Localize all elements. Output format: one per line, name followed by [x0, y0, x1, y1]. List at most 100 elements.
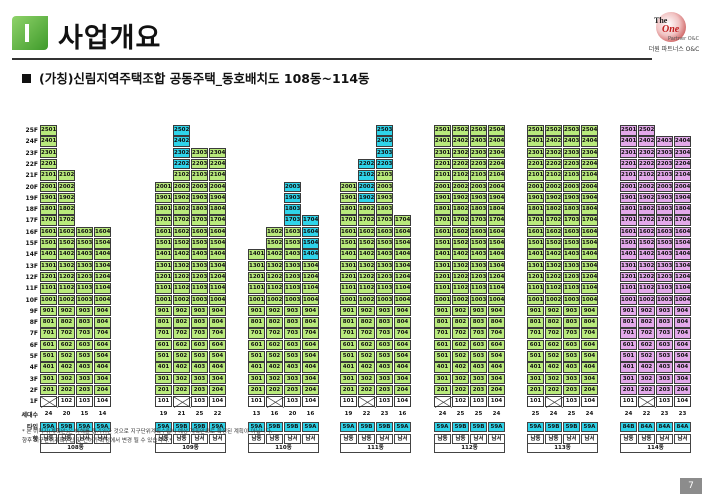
- unit-cell: 1604: [488, 226, 505, 238]
- unit-cell: 603: [563, 339, 580, 351]
- unit-cell: 1602: [545, 226, 562, 238]
- unit-cell: 103: [191, 396, 208, 407]
- unit-cell: 1204: [302, 271, 319, 283]
- unit-cell: 1301: [40, 260, 57, 272]
- unit-cell: 1102: [266, 283, 283, 294]
- unit-cell: 2201: [527, 158, 544, 170]
- unit-cell: 904: [209, 305, 226, 317]
- unit-cell: 2102: [638, 170, 655, 181]
- unit-cell: 1604: [581, 226, 598, 238]
- unit-cell: 404: [581, 362, 598, 373]
- unit-cell: 2004: [674, 181, 691, 193]
- unit-cell: 1102: [358, 283, 375, 294]
- unit-cell: 1403: [470, 249, 487, 260]
- unit-cell: 201: [155, 384, 172, 396]
- unit-cell: 2401: [40, 136, 57, 147]
- unit-type: 84B: [620, 421, 637, 432]
- unit-cell: 604: [94, 339, 111, 351]
- unit-direction: 남동: [266, 433, 283, 444]
- unit-cell: 204: [94, 384, 111, 396]
- unit-cell: 1702: [173, 215, 190, 226]
- unit-direction: 남서: [470, 433, 487, 444]
- unit-cell: 1504: [488, 238, 505, 249]
- unit-cell: 1401: [527, 249, 544, 260]
- unit-cell: 2302: [545, 147, 562, 159]
- unit-cell: 903: [191, 305, 208, 317]
- unit-cell: 1501: [340, 238, 357, 249]
- unit-cell: 404: [302, 362, 319, 373]
- unit-cell: 1003: [191, 294, 208, 306]
- unit-cell: 704: [94, 328, 111, 339]
- unit-cell: 704: [209, 328, 226, 339]
- unit-cell: 201: [434, 384, 451, 396]
- unit-direction: 남서: [302, 433, 319, 444]
- floor-label: 3F: [29, 375, 38, 383]
- unit-cell: 804: [94, 317, 111, 328]
- unit-cell: 1902: [545, 192, 562, 204]
- company-logo: The One Partner O&C 더원 파트너스 O&C: [646, 12, 702, 53]
- unit-cell: 701: [248, 328, 265, 339]
- unit-cell: 1104: [488, 283, 505, 294]
- unit-cell: 504: [302, 351, 319, 362]
- unit-cell: 1801: [40, 204, 57, 215]
- unit-cell: 1101: [40, 283, 57, 294]
- unit-cell: 2003: [284, 181, 301, 193]
- unit-cell: 1202: [266, 271, 283, 283]
- unit-cell: 404: [674, 362, 691, 373]
- unit-cell: 203: [76, 384, 93, 396]
- unit-cell: 2104: [581, 170, 598, 181]
- unit-cell: 1503: [656, 238, 673, 249]
- unit-cell: 1102: [545, 283, 562, 294]
- unit-cell: 2202: [638, 158, 655, 170]
- unit-cell: 1301: [527, 260, 544, 272]
- unit-cell: 201: [248, 384, 265, 396]
- unit-cell: 502: [638, 351, 655, 362]
- unit-cell: 2301: [527, 147, 544, 159]
- unit-cell: 504: [581, 351, 598, 362]
- unit-cell: 1703: [284, 215, 301, 226]
- unit-cell: 802: [58, 317, 75, 328]
- unit-cell: 201: [620, 384, 637, 396]
- unit-cell: 603: [284, 339, 301, 351]
- unit-cell: 2304: [209, 147, 226, 159]
- unit-cell: 501: [434, 351, 451, 362]
- unit-cell: 601: [434, 339, 451, 351]
- unit-cell: 203: [191, 384, 208, 396]
- unit-cell: 803: [191, 317, 208, 328]
- unit-cell: 501: [40, 351, 57, 362]
- unit-cell: 603: [76, 339, 93, 351]
- unit-cell: 1502: [452, 238, 469, 249]
- unit-cell: 1301: [248, 260, 265, 272]
- unit-cell: 503: [563, 351, 580, 362]
- unit-cell: 1104: [209, 283, 226, 294]
- unit-cell: 1402: [638, 249, 655, 260]
- unit-cell: 1904: [488, 192, 505, 204]
- unit-cell: 2404: [488, 136, 505, 147]
- unit-cell: 904: [581, 305, 598, 317]
- unit-cell: 1502: [638, 238, 655, 249]
- unit-cell: 203: [376, 384, 393, 396]
- unit-cell: 602: [358, 339, 375, 351]
- unit-cell: 1104: [302, 283, 319, 294]
- unit-cell: 401: [340, 362, 357, 373]
- unit-cell: 1201: [248, 271, 265, 283]
- unit-cell: 1101: [340, 283, 357, 294]
- unit-cell: 202: [266, 384, 283, 396]
- unit-cell: 1903: [563, 192, 580, 204]
- household-count: 24: [492, 410, 501, 417]
- unit-cell: 2303: [563, 147, 580, 159]
- floor-label: 19F: [25, 194, 38, 202]
- unit-cell: 503: [470, 351, 487, 362]
- unit-cell: 104: [581, 396, 598, 407]
- unit-cell: 1204: [581, 271, 598, 283]
- unit-direction: 남서: [209, 433, 226, 444]
- unit-cell: 2301: [620, 147, 637, 159]
- unit-cell: 703: [470, 328, 487, 339]
- unit-cell: 303: [376, 373, 393, 385]
- unit-cell: 1504: [94, 238, 111, 249]
- unit-cell: 1404: [581, 249, 598, 260]
- unit-cell: 1201: [155, 271, 172, 283]
- unit-cell: 303: [191, 373, 208, 385]
- unit-cell: 1902: [452, 192, 469, 204]
- unit-cell: 2501: [434, 125, 451, 136]
